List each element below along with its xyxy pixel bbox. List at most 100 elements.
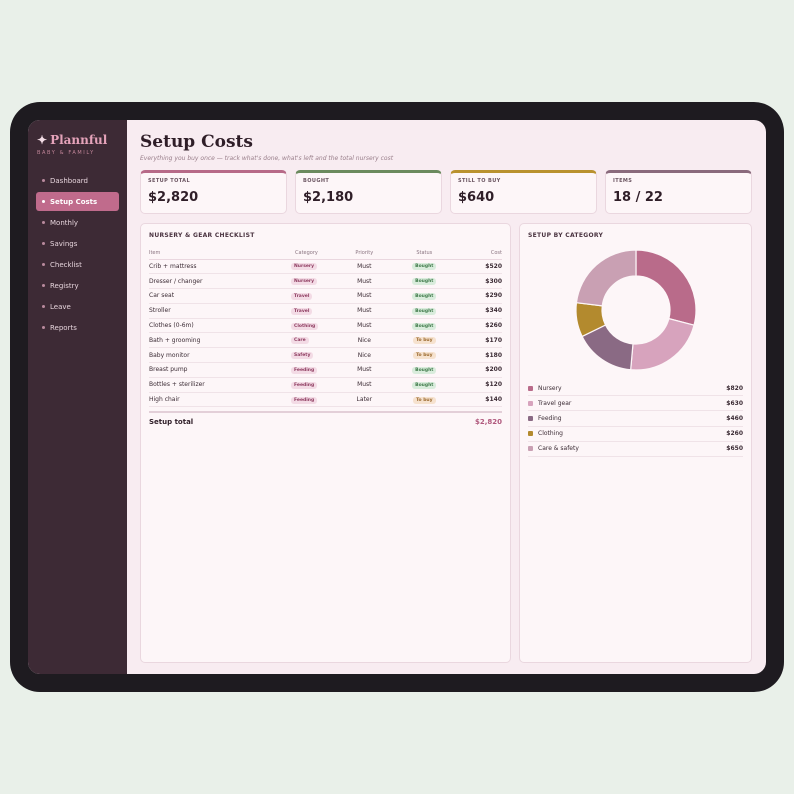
category-donut-chart [574, 249, 697, 371]
sidebar-item-label: Setup Costs [50, 197, 98, 206]
sidebar-item-registry[interactable]: Registry [36, 276, 119, 295]
legend-label: Clothing [538, 430, 563, 438]
status-badge[interactable]: Bought [412, 292, 437, 300]
legend-swatch [528, 385, 533, 391]
priority-cell: Nice [336, 332, 393, 349]
col-category: Category [269, 248, 337, 260]
category-tag: Nursery [291, 278, 318, 286]
checklist-panel: NURSERY & GEAR CHECKLIST Item Category P… [140, 223, 511, 663]
category-tag: Safety [291, 352, 314, 360]
table-row[interactable]: Bottles + sterilizer Feeding Must Bought $12… [149, 377, 502, 393]
col-priority: Priority [336, 248, 393, 260]
main-content: Setup Costs Everything you buy once — tr… [127, 120, 766, 674]
cost-cell: $520 [456, 259, 502, 275]
donut-slice-travel-gear[interactable] [629, 317, 695, 371]
donut-slice-nursery[interactable] [634, 249, 697, 326]
sidebar-item-reports[interactable]: Reports [36, 318, 119, 337]
donut-slice-care-safety[interactable] [575, 249, 637, 307]
stat-card: STILL TO BUY $640 [450, 170, 597, 214]
item-cell: Breast pump [149, 362, 270, 378]
stat-card: ITEMS 18 / 22 [605, 170, 752, 214]
priority-cell: Must [336, 288, 393, 304]
bullet-icon [42, 263, 45, 266]
brand-logo[interactable]: ✦ Plannful [36, 133, 119, 147]
legend-value: $630 [726, 399, 743, 407]
table-row[interactable]: Car seat Travel Must Bought $290 [149, 288, 502, 304]
stat-card: BOUGHT $2,180 [295, 170, 442, 214]
category-tag: Feeding [291, 366, 318, 374]
category-title: SETUP BY CATEGORY [528, 232, 604, 239]
sidebar-item-savings[interactable]: Savings [36, 234, 119, 253]
col-cost: Cost [456, 248, 502, 260]
legend-item: Nursery $820 [528, 381, 743, 397]
bullet-icon [42, 200, 45, 203]
sidebar-item-checklist[interactable]: Checklist [36, 255, 119, 274]
status-badge[interactable]: Bought [412, 381, 437, 389]
table-row[interactable]: Dresser / changer Nursery Must Bought $300 [149, 273, 502, 290]
cost-cell: $340 [456, 303, 502, 319]
sidebar-item-label: Monthly [50, 218, 79, 227]
page-title: Setup Costs [140, 132, 253, 152]
status-badge[interactable]: To buy [413, 352, 436, 360]
sidebar-item-monthly[interactable]: Monthly [36, 213, 119, 232]
legend-value: $820 [726, 384, 743, 392]
category-tag: Travel [291, 307, 313, 315]
stat-value: 18 / 22 [613, 190, 663, 205]
priority-cell: Must [336, 377, 393, 393]
category-tag: Clothing [291, 322, 319, 330]
status-badge[interactable]: Bought [412, 366, 437, 374]
priority-cell: Must [336, 273, 393, 290]
item-cell: Car seat [149, 288, 270, 304]
stat-label: BOUGHT [303, 178, 330, 184]
legend-label: Care & safety [538, 445, 579, 453]
legend-swatch [528, 446, 533, 452]
page-subtitle: Everything you buy once — track what's d… [140, 155, 394, 162]
bullet-icon [42, 179, 45, 182]
sidebar-item-dashboard[interactable]: Dashboard [36, 171, 119, 190]
category-tag: Nursery [291, 263, 318, 271]
sidebar-item-setup-costs[interactable]: Setup Costs [36, 192, 119, 211]
cost-cell: $260 [456, 318, 502, 334]
legend-label: Travel gear [538, 399, 572, 407]
cost-cell: $120 [456, 377, 502, 393]
app-screen: ✦ Plannful BABY & FAMILY Dashboard Setup … [28, 120, 766, 674]
legend-swatch [528, 415, 533, 421]
table-row[interactable]: Stroller Travel Must Bought $340 [149, 303, 502, 319]
sidebar-item-leave[interactable]: Leave [36, 297, 119, 316]
table-row[interactable]: High chair Feeding Later To buy $140 [149, 392, 502, 408]
status-badge[interactable]: To buy [413, 337, 436, 345]
brand-tagline: BABY & FAMILY [37, 150, 95, 156]
sparkle-icon: ✦ [37, 133, 48, 147]
priority-cell: Must [336, 318, 393, 334]
table-row[interactable]: Crib + mattress Nursery Must Bought $520 [149, 259, 502, 275]
bullet-icon [42, 221, 45, 224]
priority-cell: Must [336, 259, 393, 275]
sidebar-item-label: Registry [50, 281, 79, 290]
priority-cell: Must [336, 362, 393, 378]
legend-value: $460 [726, 414, 743, 422]
item-cell: High chair [149, 392, 270, 408]
cost-cell: $180 [456, 347, 502, 364]
category-tag: Feeding [291, 396, 318, 404]
status-badge[interactable]: Bought [412, 263, 437, 271]
legend-item: Clothing $260 [528, 427, 743, 442]
status-badge[interactable]: Bought [412, 307, 437, 315]
table-row[interactable]: Baby monitor Safety Nice To buy $180 [149, 347, 502, 364]
sidebar-nav: Dashboard Setup Costs Monthly Savings Checkl… [36, 171, 119, 337]
status-badge[interactable]: Bought [412, 322, 437, 330]
cost-cell: $140 [456, 392, 502, 408]
legend-swatch [528, 400, 533, 406]
priority-cell: Nice [336, 347, 393, 364]
stat-value: $2,180 [303, 190, 354, 205]
status-badge[interactable]: To buy [413, 396, 436, 404]
stat-cards: SETUP TOTAL $2,820 BOUGHT $2,180 STILL TO BU… [140, 170, 752, 214]
table-row[interactable]: Bath + grooming Care Nice To buy $170 [149, 332, 502, 349]
status-badge[interactable]: Bought [412, 278, 437, 286]
table-row[interactable]: Breast pump Feeding Must Bought $200 [149, 362, 502, 378]
cost-cell: $290 [456, 288, 502, 304]
item-cell: Baby monitor [149, 347, 270, 364]
sidebar-item-label: Reports [50, 323, 77, 332]
table-row[interactable]: Clothes (0-6m) Clothing Must Bought $260 [149, 318, 502, 334]
stat-value: $640 [458, 190, 495, 205]
legend-item: Feeding $460 [528, 411, 743, 427]
